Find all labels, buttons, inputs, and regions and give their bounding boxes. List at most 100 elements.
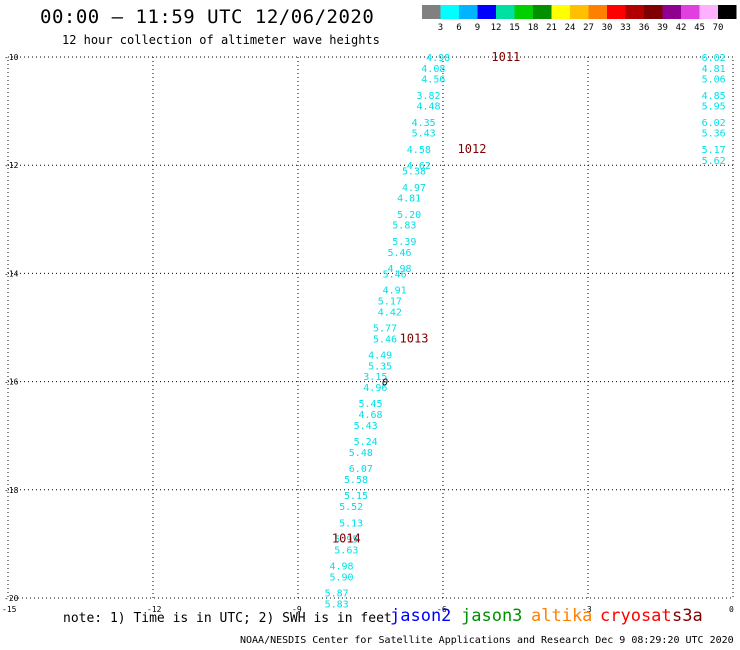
colorbar-label: 42: [676, 23, 687, 33]
colorbar-swatch: [718, 5, 737, 19]
wave-height-point: 3.82: [416, 91, 440, 102]
wave-height-point: 5.38: [402, 167, 426, 178]
colorbar-swatch: [681, 5, 700, 19]
wave-height-point: 4.49: [368, 351, 392, 362]
wave-height-point: 6.02: [702, 53, 726, 64]
colorbar-label: 39: [657, 23, 668, 33]
wave-height-point: 4.68: [358, 410, 382, 421]
colorbar-label: 36: [639, 23, 650, 33]
colorbar-swatch: [422, 5, 441, 19]
time-marker: 1014: [332, 531, 361, 545]
wave-height-point: 4.58: [407, 145, 431, 156]
legend-cryosat: cryosat: [600, 606, 672, 626]
wave-height-point: 4.97: [402, 183, 426, 194]
colorbar-swatch: [699, 5, 718, 19]
colorbar-swatch: [459, 5, 478, 19]
time-marker: 1013: [400, 331, 429, 345]
wave-height-point: 4.56: [421, 75, 445, 86]
colorbar-swatch: [662, 5, 681, 19]
chart-subtitle: 12 hour collection of altimeter wave hei…: [62, 33, 380, 47]
units-note: note: 1) Time is in UTC; 2) SWH is in fe…: [63, 611, 392, 626]
wave-height-point: 6.07: [349, 464, 373, 475]
x-tick-label: -6: [437, 605, 447, 614]
wave-height-point: 5.24: [354, 437, 378, 448]
colorbar-unit: (ft): [739, 23, 740, 33]
colorbar-swatch: [533, 5, 552, 19]
wave-height-point: 5.13: [339, 518, 363, 529]
wave-height-point: 5.45: [358, 399, 382, 410]
wave-height-point: 5.06: [702, 75, 726, 86]
y-tick-label: -18: [4, 486, 19, 495]
wave-height-point: 5.95: [334, 534, 358, 545]
colorbar-swatch: [570, 5, 589, 19]
legend-jason3: jason3: [461, 606, 523, 626]
wave-height-point: 4.98: [329, 562, 353, 573]
y-tick-label: -20: [4, 594, 19, 603]
colorbar-label: 6: [456, 23, 461, 33]
x-tick-label: -3: [582, 605, 592, 614]
wave-height-point: 5.63: [334, 545, 358, 556]
y-tick-label: -10: [4, 53, 19, 62]
wave-height-point: 5.90: [329, 572, 353, 583]
chart-title: 00:00 — 11:59 UTC 12/06/2020: [40, 6, 375, 28]
colorbar-label: 27: [583, 23, 594, 33]
y-tick-label: -16: [4, 378, 19, 387]
wave-height-point: 5.77: [373, 324, 397, 335]
colorbar-label: 30: [602, 23, 613, 33]
wave-height-point: 4.91: [383, 286, 407, 297]
wave-height-point: 4.35: [412, 118, 436, 129]
wave-height-point: 5.39: [392, 237, 416, 248]
plot-frame: [7, 56, 734, 599]
colorbar-label: 18: [528, 23, 539, 33]
colorbar-swatch: [607, 5, 626, 19]
colorbar-swatch: [514, 5, 533, 19]
wave-height-point: 5.48: [349, 448, 373, 459]
wave-height-point: 5.17: [378, 296, 402, 307]
wave-height-point: 4.81: [702, 64, 726, 75]
legend-altika: altika: [531, 606, 593, 626]
wave-height-point: 4.62: [407, 161, 431, 172]
colorbar-swatch: [440, 5, 459, 19]
wave-height-point: 3.15: [363, 372, 387, 383]
colorbar-swatch: [625, 5, 644, 19]
colorbar-label: 33: [620, 23, 631, 33]
credit-line: NOAA/NESDIS Center for Satellite Applica…: [240, 635, 734, 646]
wave-height-point: 5.83: [392, 221, 416, 232]
colorbar-label: 24: [565, 23, 576, 33]
wave-height-point: 4.98: [426, 53, 450, 64]
wave-height-point: 4.98: [387, 264, 411, 275]
colorbar-label: 12: [491, 23, 502, 33]
wave-height-point: 5.46: [387, 248, 411, 259]
wave-height-point: 5.95: [702, 102, 726, 113]
x-tick-label: -9: [292, 605, 302, 614]
y-tick-label: -12: [4, 161, 19, 170]
wave-height-point: 5.62: [702, 156, 726, 167]
colorbar-swatch: [477, 5, 496, 19]
wave-height-point: 4.81: [397, 194, 421, 205]
colorbar-label: 9: [475, 23, 480, 33]
colorbar-swatch: [551, 5, 570, 19]
wave-height-point: 5.43: [354, 421, 378, 432]
wave-height-point: 5.15: [344, 491, 368, 502]
legend-jason2: jason2: [390, 606, 452, 626]
colorbar-swatch: [644, 5, 663, 19]
wave-height-point: 6.02: [702, 118, 726, 129]
legend-s3a: s3a: [672, 606, 703, 626]
wave-height-point: 5.58: [344, 475, 368, 486]
x-tick-label: -12: [147, 605, 162, 614]
wave-height-point: 4.48: [416, 102, 440, 113]
time-marker: 1012: [458, 142, 487, 156]
wave-height-point: 4.96: [363, 383, 387, 394]
wave-height-point: 5.43: [412, 129, 436, 140]
wave-height-point: 5.36: [702, 129, 726, 140]
wave-height-point: 5.83: [325, 599, 349, 610]
colorbar-swatch: [496, 5, 515, 19]
wave-height-point: 4.08: [421, 64, 445, 75]
start-marker: 0: [382, 378, 388, 389]
wave-height-point: 4.42: [378, 307, 402, 318]
colorbar-label: 3: [438, 23, 443, 33]
y-tick-label: -14: [4, 269, 19, 278]
wave-height-point: 5.35: [368, 361, 392, 372]
colorbar-label: 21: [546, 23, 557, 33]
